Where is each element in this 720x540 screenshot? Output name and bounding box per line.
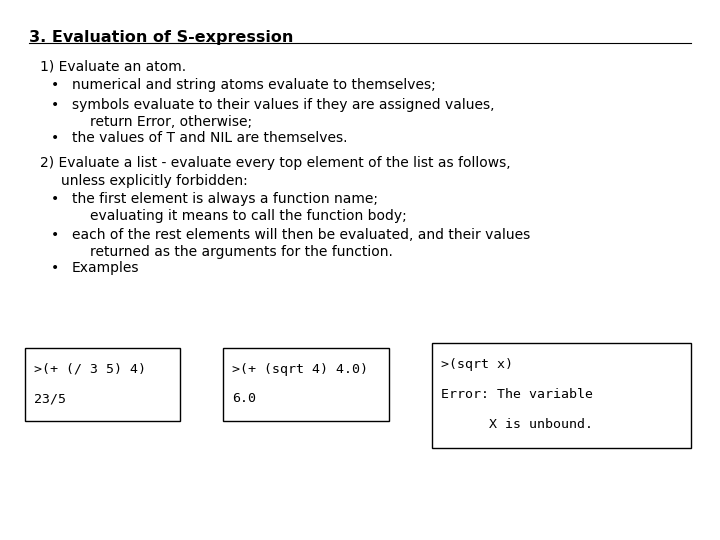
Text: •: • bbox=[50, 192, 58, 206]
Text: •: • bbox=[50, 228, 58, 242]
FancyBboxPatch shape bbox=[223, 348, 389, 421]
Text: Error: The variable: Error: The variable bbox=[441, 388, 593, 401]
Text: 23/5: 23/5 bbox=[34, 392, 66, 405]
Text: numerical and string atoms evaluate to themselves;: numerical and string atoms evaluate to t… bbox=[72, 78, 436, 92]
Text: 3. Evaluation of S-expression: 3. Evaluation of S-expression bbox=[29, 30, 293, 45]
Text: evaluating it means to call the function body;: evaluating it means to call the function… bbox=[90, 209, 407, 223]
Text: each of the rest elements will then be evaluated, and their values: each of the rest elements will then be e… bbox=[72, 228, 530, 242]
Text: 2) Evaluate a list - evaluate every top element of the list as follows,: 2) Evaluate a list - evaluate every top … bbox=[40, 156, 510, 170]
Text: >(+ (sqrt 4) 4.0): >(+ (sqrt 4) 4.0) bbox=[232, 363, 368, 376]
Text: >(sqrt x): >(sqrt x) bbox=[441, 358, 513, 371]
Text: •: • bbox=[50, 78, 58, 92]
FancyBboxPatch shape bbox=[432, 343, 691, 448]
Text: 6.0: 6.0 bbox=[232, 392, 256, 405]
Text: the values of T and NIL are themselves.: the values of T and NIL are themselves. bbox=[72, 131, 348, 145]
Text: >(+ (/ 3 5) 4): >(+ (/ 3 5) 4) bbox=[34, 363, 146, 376]
FancyBboxPatch shape bbox=[25, 348, 180, 421]
Text: 1) Evaluate an atom.: 1) Evaluate an atom. bbox=[40, 59, 186, 73]
Text: Examples: Examples bbox=[72, 261, 140, 275]
Text: •: • bbox=[50, 261, 58, 275]
Text: the first element is always a function name;: the first element is always a function n… bbox=[72, 192, 378, 206]
Text: symbols evaluate to their values if they are assigned values,: symbols evaluate to their values if they… bbox=[72, 98, 495, 112]
Text: •: • bbox=[50, 131, 58, 145]
Text: •: • bbox=[50, 98, 58, 112]
Text: return Error, otherwise;: return Error, otherwise; bbox=[90, 115, 252, 129]
Text: returned as the arguments for the function.: returned as the arguments for the functi… bbox=[90, 245, 393, 259]
Text: unless explicitly forbidden:: unless explicitly forbidden: bbox=[61, 174, 248, 188]
Text: X is unbound.: X is unbound. bbox=[441, 418, 593, 431]
